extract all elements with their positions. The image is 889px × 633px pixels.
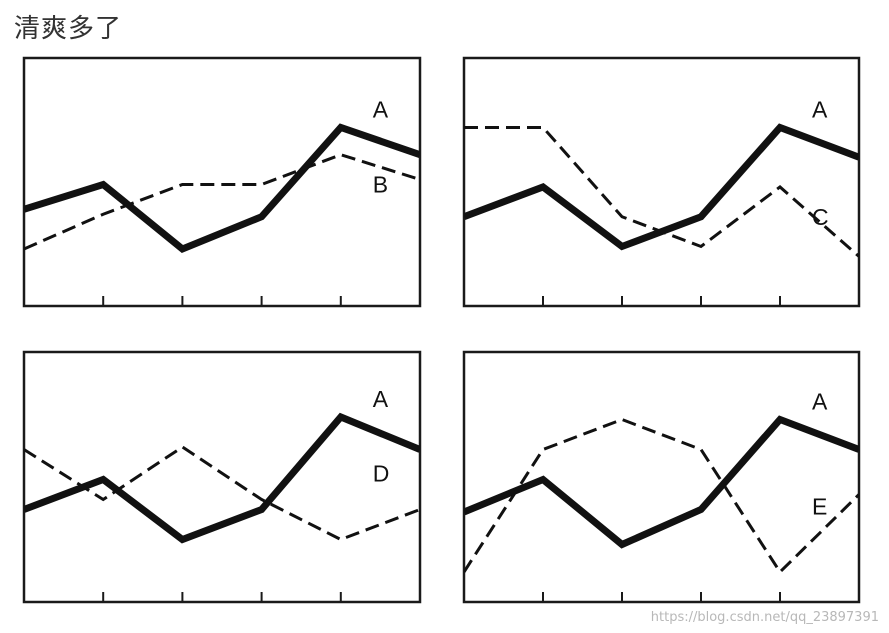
plot-frame: [22, 350, 422, 604]
series-line-a: [464, 415, 859, 549]
series-label-a: A: [373, 96, 389, 122]
plot-frame: [462, 56, 861, 308]
series-line-b: [24, 153, 420, 251]
series-line-a: [24, 123, 420, 253]
page-title: 清爽多了: [14, 14, 123, 44]
plot-frame: [22, 56, 422, 308]
series-label-a: A: [812, 96, 828, 122]
plot-frame: [462, 350, 861, 604]
series-label-c: C: [812, 204, 829, 230]
series-label-e: E: [812, 494, 827, 520]
series-line-d: [24, 445, 420, 542]
watermark-text: https://blog.csdn.net/qq_23897391: [650, 610, 879, 625]
series-line-c: [464, 125, 859, 258]
series-label-d: D: [373, 461, 390, 487]
series-label-a: A: [812, 389, 828, 415]
series-label-a: A: [373, 386, 389, 412]
series-label-b: B: [373, 172, 388, 198]
series-line-e: [464, 417, 859, 575]
series-line-a: [24, 412, 420, 544]
